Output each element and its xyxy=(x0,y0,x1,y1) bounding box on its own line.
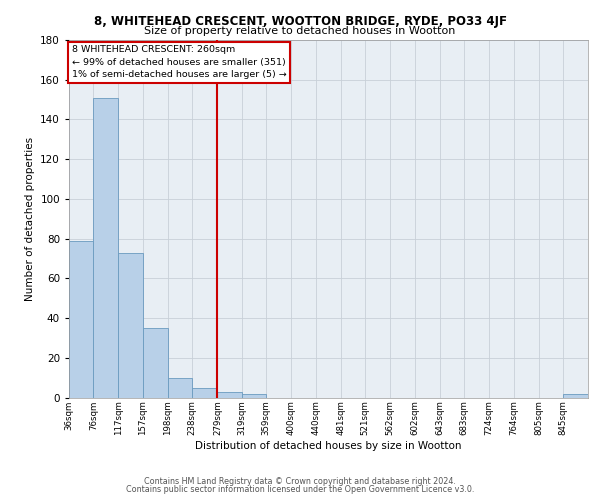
Bar xyxy=(242,394,266,398)
Bar xyxy=(143,328,168,398)
Text: Size of property relative to detached houses in Wootton: Size of property relative to detached ho… xyxy=(145,26,455,36)
Text: 8 WHITEHEAD CRESCENT: 260sqm
← 99% of detached houses are smaller (351)
1% of se: 8 WHITEHEAD CRESCENT: 260sqm ← 99% of de… xyxy=(71,46,286,80)
Bar xyxy=(94,98,118,398)
Text: 8, WHITEHEAD CRESCENT, WOOTTON BRIDGE, RYDE, PO33 4JF: 8, WHITEHEAD CRESCENT, WOOTTON BRIDGE, R… xyxy=(94,15,506,28)
Text: Contains public sector information licensed under the Open Government Licence v3: Contains public sector information licen… xyxy=(126,485,474,494)
Bar xyxy=(563,394,588,398)
Bar xyxy=(69,240,94,398)
X-axis label: Distribution of detached houses by size in Wootton: Distribution of detached houses by size … xyxy=(195,440,462,450)
Text: Contains HM Land Registry data © Crown copyright and database right 2024.: Contains HM Land Registry data © Crown c… xyxy=(144,477,456,486)
Bar xyxy=(217,392,242,398)
Bar xyxy=(118,252,143,398)
Bar xyxy=(193,388,217,398)
Bar xyxy=(168,378,193,398)
Y-axis label: Number of detached properties: Number of detached properties xyxy=(25,136,35,301)
